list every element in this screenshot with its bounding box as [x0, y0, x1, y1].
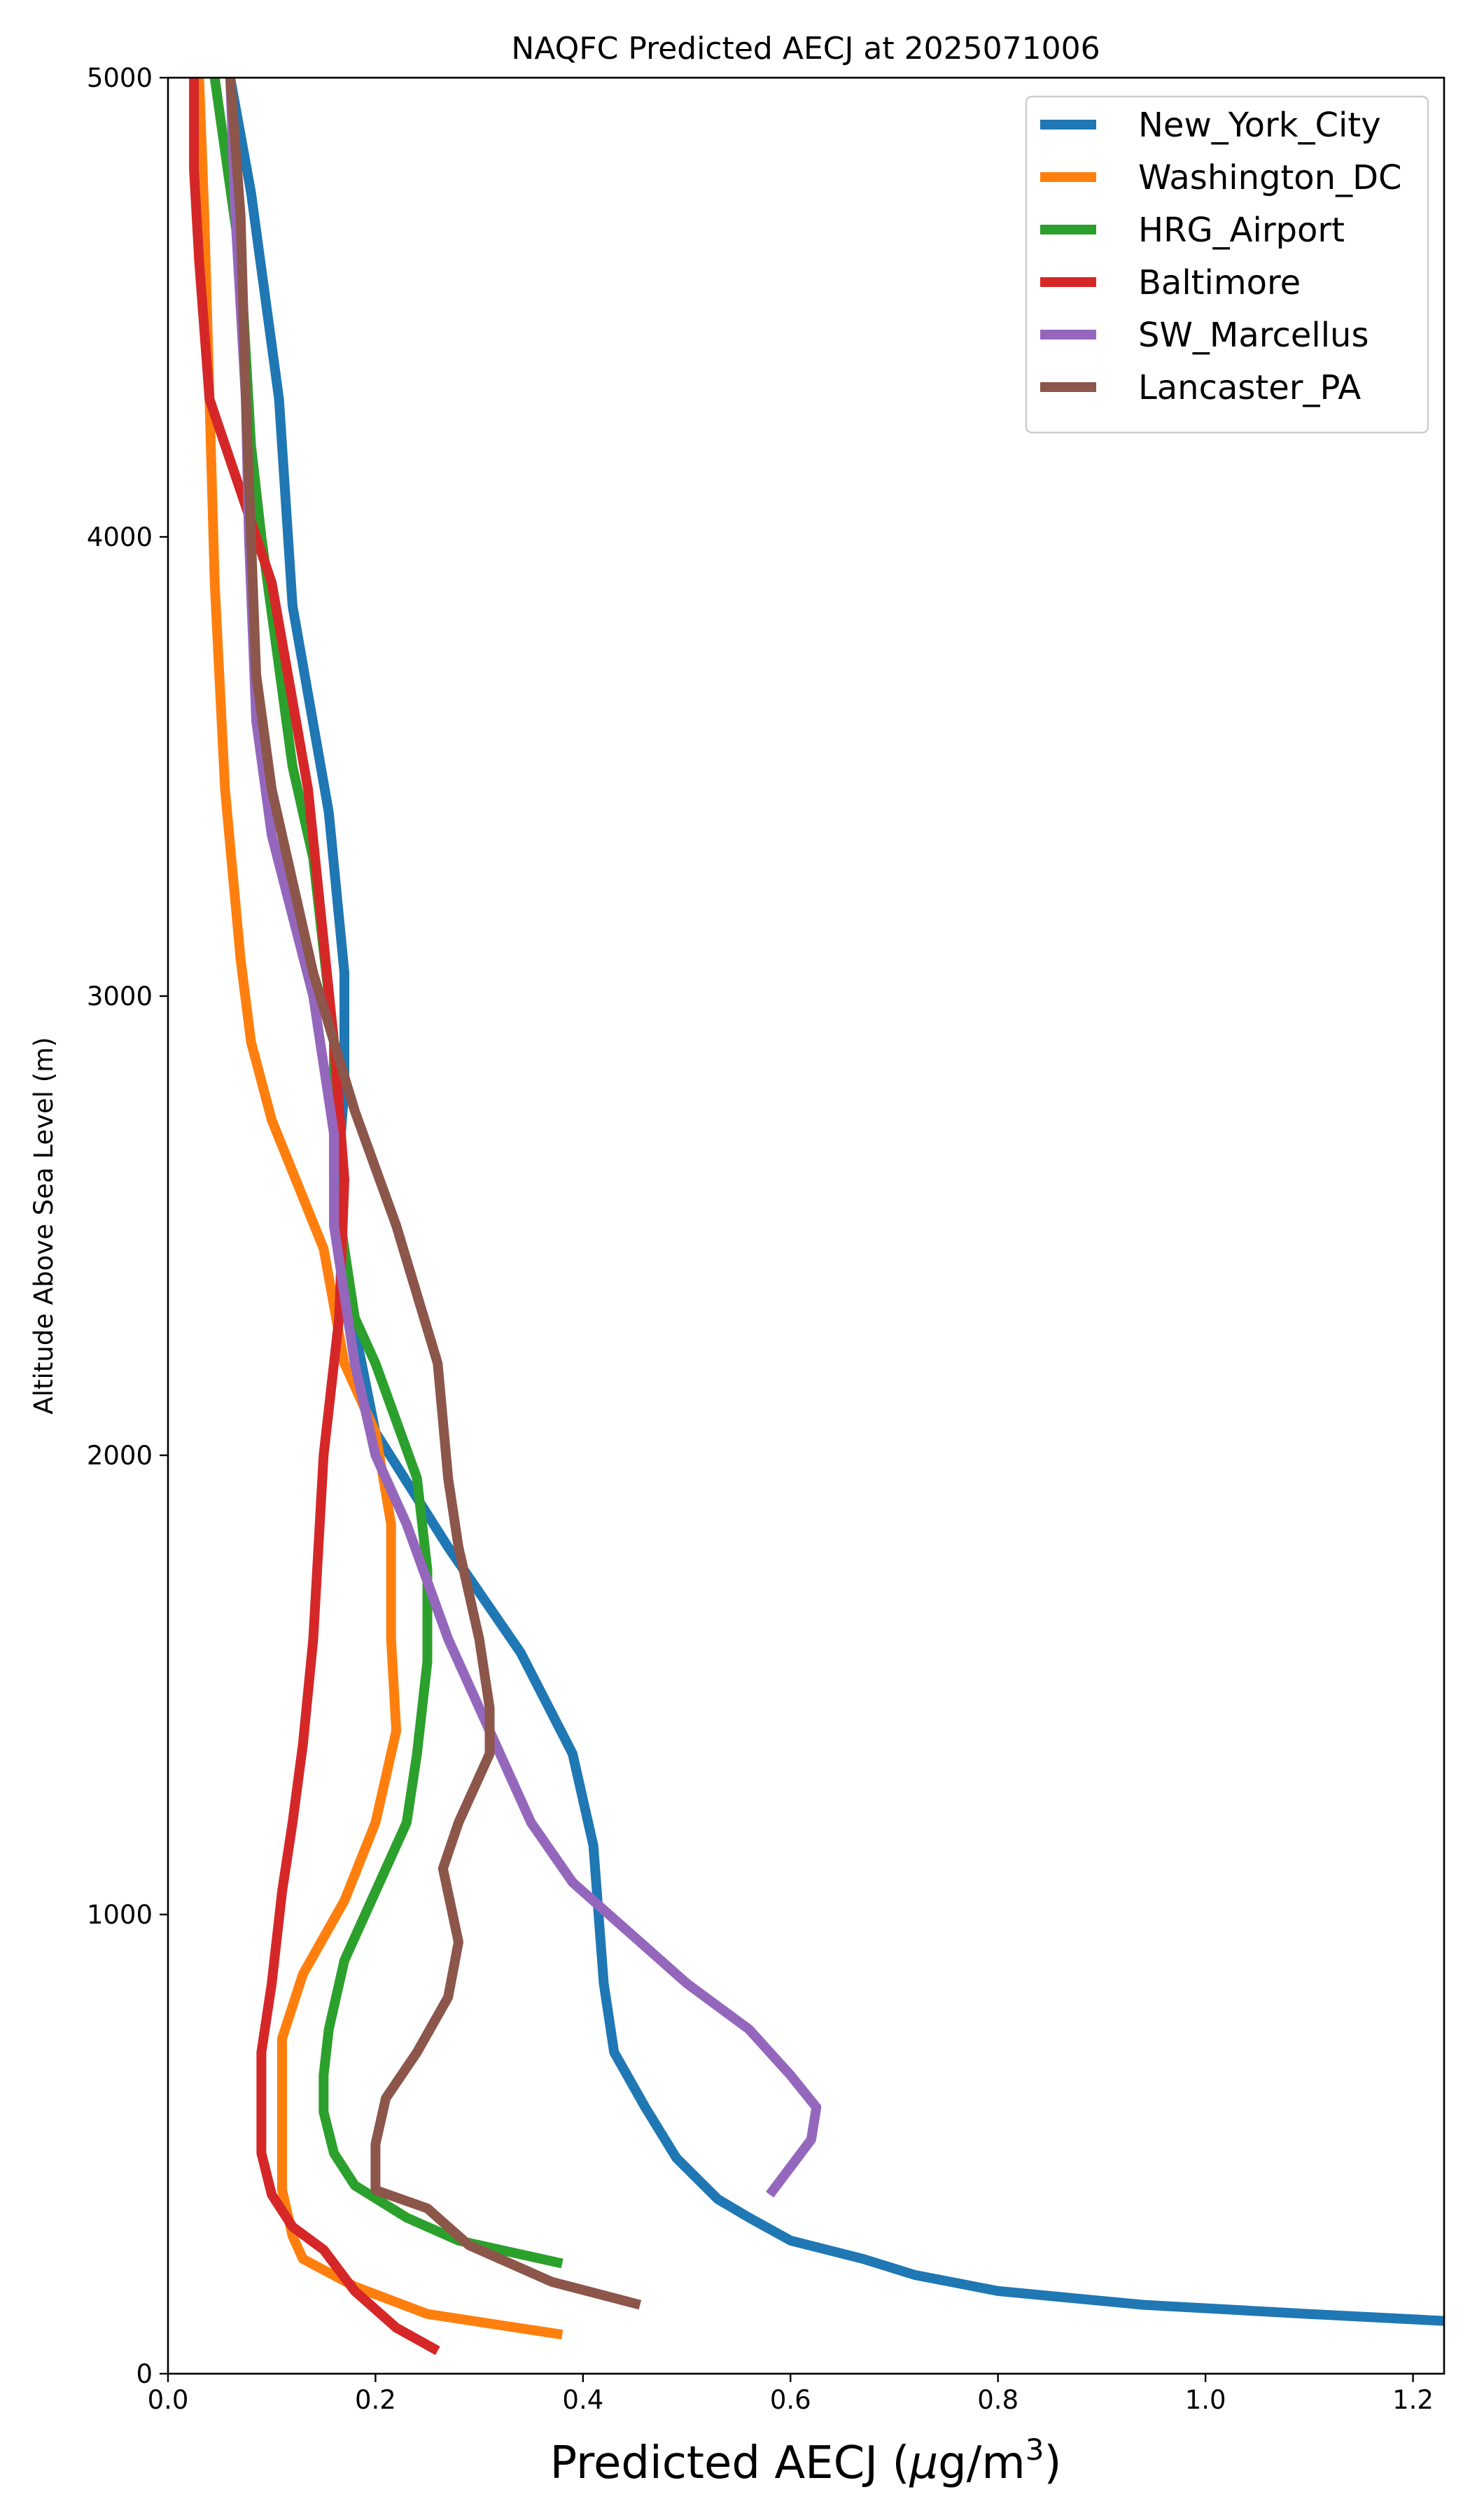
series-line-new-york-city — [225, 78, 1444, 2326]
series-lines — [189, 78, 1444, 2356]
plot-frame — [167, 76, 1446, 2375]
y-axis-label: Altitude Above Sea Level (m) — [29, 1037, 59, 1414]
x-tick-label: 1.2 — [1392, 2385, 1434, 2415]
x-tick-label: 0.0 — [148, 2385, 189, 2415]
legend-frame — [1025, 95, 1429, 434]
y-tick-label: 5000 — [87, 63, 153, 93]
x-axis-label-end: ) — [1044, 2437, 1061, 2489]
x-axis-label-main: Predicted AECJ ( — [550, 2437, 910, 2489]
legend: New_York_City Washington_DC HRG_Airport Bal… — [1025, 95, 1429, 434]
x-axis-label-unit: g/m — [938, 2437, 1026, 2489]
y-tick-label: 3000 — [87, 981, 153, 1011]
x-axis-label: Predicted AECJ (μg/m3) — [550, 2432, 1062, 2489]
chart-title: NAQFC Predicted AECJ at 2025071006 — [511, 31, 1100, 66]
y-tick-label: 0 — [136, 2359, 153, 2389]
x-axis-label-mu: μ — [909, 2437, 938, 2489]
legend-label-new-york-city: New_York_City — [1138, 106, 1381, 145]
y-axis: 0 1000 2000 3000 4000 5000 — [87, 63, 168, 2389]
x-axis: 0.0 0.2 0.4 0.6 0.8 1.0 1.2 — [148, 2374, 1434, 2415]
legend-label-hrg-airport: HRG_Airport — [1138, 211, 1345, 250]
y-tick-label: 4000 — [87, 522, 153, 552]
legend-label-washington-dc: Washington_DC — [1138, 158, 1402, 197]
x-tick-label: 0.2 — [355, 2385, 396, 2415]
x-tick-label: 0.4 — [562, 2385, 603, 2415]
x-tick-label: 0.6 — [770, 2385, 811, 2415]
series-line-lancaster-pa — [225, 78, 642, 2310]
series-line-hrg-airport — [209, 78, 564, 2269]
x-tick-label: 0.8 — [977, 2385, 1018, 2415]
series-line-washington-dc — [194, 78, 564, 2340]
x-tick-label: 1.0 — [1185, 2385, 1226, 2415]
x-axis-label-sup: 3 — [1026, 2432, 1044, 2467]
y-tick-label: 2000 — [87, 1441, 153, 1471]
legend-label-baltimore: Baltimore — [1138, 263, 1301, 302]
legend-label-lancaster-pa: Lancaster_PA — [1138, 368, 1361, 407]
y-tick-label: 1000 — [87, 1900, 153, 1930]
legend-label-sw-marcellus: SW_Marcellus — [1138, 316, 1368, 355]
